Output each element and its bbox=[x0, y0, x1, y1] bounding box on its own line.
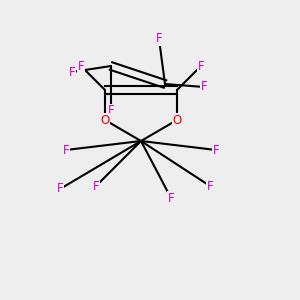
Text: F: F bbox=[93, 179, 99, 193]
Text: F: F bbox=[63, 143, 69, 157]
Text: F: F bbox=[213, 143, 219, 157]
Text: F: F bbox=[69, 65, 75, 79]
Text: F: F bbox=[57, 182, 63, 196]
Text: F: F bbox=[168, 191, 174, 205]
Text: O: O bbox=[172, 113, 182, 127]
Text: F: F bbox=[207, 179, 213, 193]
Text: F: F bbox=[108, 104, 114, 118]
Text: O: O bbox=[100, 113, 109, 127]
Text: F: F bbox=[156, 32, 162, 46]
Text: F: F bbox=[78, 59, 84, 73]
Text: F: F bbox=[198, 59, 204, 73]
Text: F: F bbox=[201, 80, 207, 94]
